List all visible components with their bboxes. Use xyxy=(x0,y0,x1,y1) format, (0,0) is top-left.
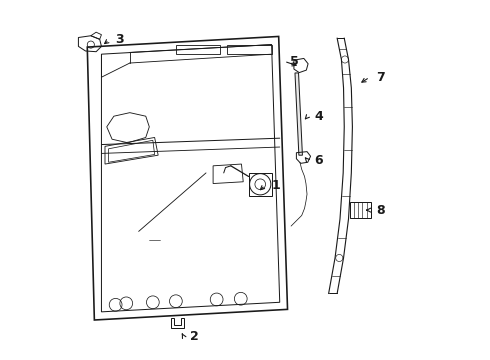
Polygon shape xyxy=(295,73,302,155)
Text: 3: 3 xyxy=(116,33,124,46)
Text: 6: 6 xyxy=(314,154,323,167)
Text: 5: 5 xyxy=(291,55,299,68)
Text: 7: 7 xyxy=(376,71,385,84)
Text: 2: 2 xyxy=(190,330,199,343)
Text: 1: 1 xyxy=(271,179,280,192)
Text: 4: 4 xyxy=(314,110,323,123)
Text: 8: 8 xyxy=(376,204,385,217)
